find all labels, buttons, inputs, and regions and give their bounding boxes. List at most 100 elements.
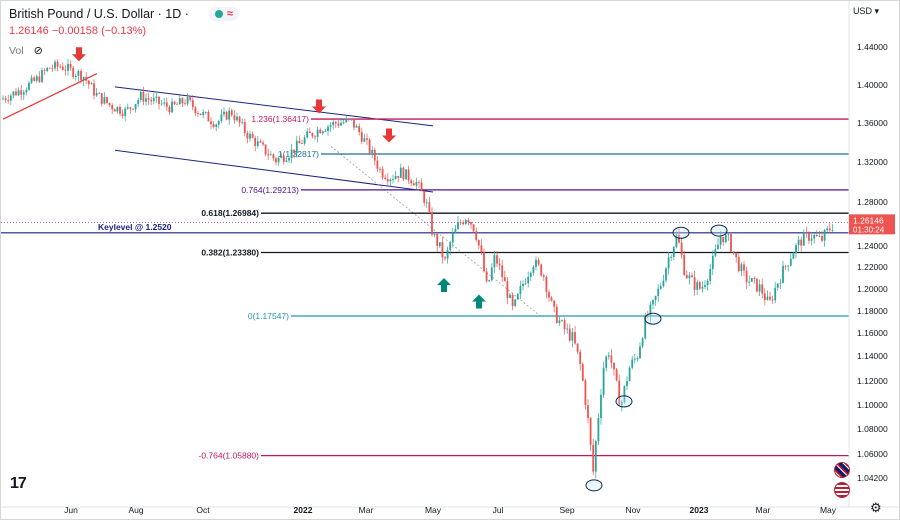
last-price: 1.26146 [9, 25, 49, 37]
candle-body [285, 160, 288, 162]
candle-body [168, 106, 171, 113]
candle-body [444, 257, 446, 259]
candle-body [54, 61, 56, 69]
candle-body [685, 274, 688, 279]
y-tick-label: 1.44000 [857, 42, 888, 52]
candle-body [732, 251, 735, 253]
candle-body [347, 118, 350, 120]
candle-body [59, 66, 62, 68]
candle-body [446, 250, 449, 259]
candle-body [106, 97, 108, 103]
candle-body [35, 76, 38, 81]
candle-body [696, 282, 699, 290]
candle-body [212, 124, 215, 127]
candle-body [134, 104, 137, 110]
candle-body [306, 131, 309, 138]
candle-body [113, 109, 116, 112]
highlight-ellipse [644, 312, 662, 325]
candle-body [353, 118, 355, 128]
fib-level-label: 0.764(1.29213) [241, 185, 299, 195]
candle-body [763, 293, 766, 300]
candle-body [337, 123, 340, 126]
candle-body [171, 101, 173, 113]
candle-body [119, 106, 121, 114]
candle-body [574, 332, 576, 344]
candle-body [579, 351, 582, 365]
candle-body [280, 155, 283, 158]
chevron-down-icon: ▾ [874, 6, 879, 16]
candle-body [412, 183, 415, 186]
candle-body [342, 122, 345, 123]
candle-body [503, 277, 506, 282]
y-tick-label: 1.24000 [857, 241, 888, 251]
price-axis[interactable] [849, 1, 899, 519]
candle-body [436, 234, 439, 247]
y-tick-label: 1.16000 [857, 328, 888, 338]
candle-body [800, 239, 803, 246]
y-tick-label: 1.18000 [857, 306, 888, 316]
y-tick-label: 1.14000 [857, 351, 888, 361]
candle-body [701, 286, 704, 289]
candle-body [158, 96, 160, 104]
candle-body [470, 222, 472, 225]
candle-body [93, 83, 95, 96]
gear-icon[interactable]: ⚙ [870, 500, 882, 515]
highlight-ellipse [615, 395, 633, 408]
candle-body [730, 233, 732, 252]
candle-body [100, 93, 103, 104]
candle-body [545, 276, 548, 293]
candle-body [319, 129, 322, 134]
highlight-ellipse [585, 479, 603, 492]
candle-body [423, 191, 426, 203]
candle-body [405, 169, 407, 180]
symbol-header[interactable]: British Pound / U.S. Dollar · 1D · ≈ [9, 7, 239, 21]
candle-body [555, 306, 558, 323]
candle-body [178, 98, 181, 105]
candle-body [2, 98, 4, 100]
candle-body [709, 269, 712, 281]
eye-hidden-icon[interactable]: ⊘ [33, 45, 43, 57]
candle-body [142, 91, 145, 102]
candle-body [269, 154, 272, 156]
candle-body [303, 137, 306, 144]
candle-body [680, 242, 683, 256]
candle-body [626, 381, 628, 387]
candle-body [74, 75, 77, 78]
candle-body [410, 180, 413, 184]
candle-body [493, 255, 496, 268]
candle-body [576, 343, 579, 352]
candle-body [813, 235, 816, 239]
highlight-ellipse [710, 224, 728, 237]
candle-body [7, 99, 10, 101]
candle-body [282, 155, 285, 162]
candle-body [17, 90, 20, 96]
x-tick-label: Nov [625, 505, 641, 515]
candle-body [215, 124, 218, 127]
candle-body [462, 222, 465, 225]
candle-body [272, 154, 275, 159]
x-tick-label: Sep [559, 505, 574, 515]
x-tick-label: Mar [359, 505, 374, 515]
candle-body [756, 278, 758, 292]
volume-legend[interactable]: Vol ⊘ [9, 44, 43, 58]
candle-body [441, 242, 444, 258]
candle-body [467, 219, 470, 223]
candle-body [290, 149, 293, 159]
fib-level-label: 1.236(1.36417) [251, 114, 309, 124]
candle-body [714, 249, 717, 256]
candle-body [77, 70, 80, 76]
candle-body [657, 288, 660, 297]
candle-body [181, 98, 184, 104]
candle-body [662, 280, 665, 287]
candle-body [381, 168, 384, 178]
indicator-badges[interactable]: ≈ [208, 7, 239, 21]
fib-level-label: 1(1.32817) [278, 149, 319, 159]
candle-body [483, 252, 485, 272]
fib-level-label: 0(1.17547) [248, 311, 289, 321]
candle-body [524, 283, 527, 284]
currency-selector[interactable]: USD ▾ [853, 6, 879, 17]
candle-body [189, 96, 192, 101]
us-flag-icon [834, 482, 850, 498]
